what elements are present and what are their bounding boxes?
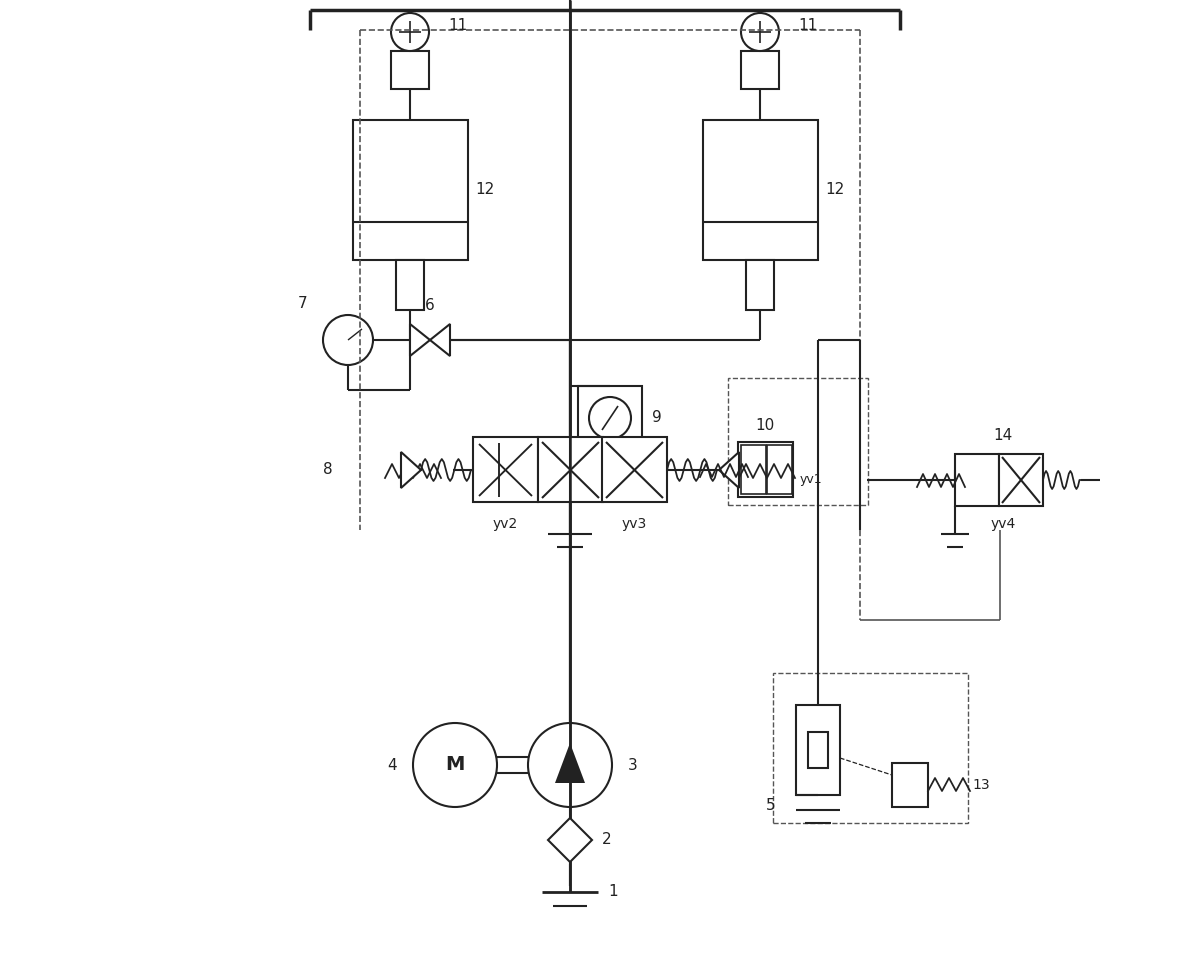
Bar: [391, 51, 430, 89]
Bar: [738, 442, 793, 497]
Bar: [746, 260, 774, 310]
Bar: [808, 732, 828, 768]
Text: 5: 5: [766, 798, 775, 812]
Polygon shape: [401, 452, 421, 488]
Polygon shape: [430, 324, 450, 356]
Text: 12: 12: [475, 182, 494, 198]
Bar: [773, 673, 968, 823]
Polygon shape: [719, 452, 739, 488]
Bar: [796, 705, 840, 795]
Text: 14: 14: [994, 428, 1013, 444]
Text: 4: 4: [388, 757, 397, 773]
Circle shape: [742, 13, 779, 51]
Text: yv1: yv1: [800, 473, 823, 487]
Circle shape: [391, 13, 430, 51]
Circle shape: [589, 397, 631, 439]
Bar: [742, 445, 766, 494]
Bar: [955, 454, 998, 506]
Text: yv4: yv4: [990, 517, 1015, 531]
Bar: [473, 437, 538, 502]
Text: 11: 11: [448, 18, 467, 34]
Bar: [538, 437, 604, 502]
Bar: [602, 437, 667, 502]
Polygon shape: [410, 324, 430, 356]
Text: 13: 13: [972, 778, 990, 792]
Text: 11: 11: [798, 18, 817, 34]
Text: M: M: [445, 756, 464, 775]
Text: 3: 3: [628, 757, 637, 773]
Bar: [728, 378, 868, 505]
Bar: [353, 120, 468, 260]
Text: 10: 10: [755, 418, 775, 433]
Bar: [703, 120, 818, 260]
Bar: [998, 454, 1043, 506]
Text: 8: 8: [323, 463, 334, 477]
Bar: [396, 260, 424, 310]
Bar: [578, 386, 642, 450]
Text: 9: 9: [652, 411, 661, 425]
Text: yv2: yv2: [492, 517, 517, 531]
Circle shape: [528, 723, 612, 807]
Polygon shape: [554, 743, 586, 783]
Text: 12: 12: [826, 182, 845, 198]
Polygon shape: [548, 818, 592, 862]
Bar: [892, 763, 928, 807]
Circle shape: [413, 723, 497, 807]
Text: 6: 6: [425, 298, 434, 313]
Text: yv3: yv3: [622, 517, 647, 531]
Circle shape: [323, 315, 373, 365]
Text: 2: 2: [602, 832, 612, 848]
Bar: [767, 445, 792, 494]
Text: 7: 7: [298, 297, 307, 311]
Bar: [742, 51, 779, 89]
Text: 1: 1: [608, 884, 618, 900]
